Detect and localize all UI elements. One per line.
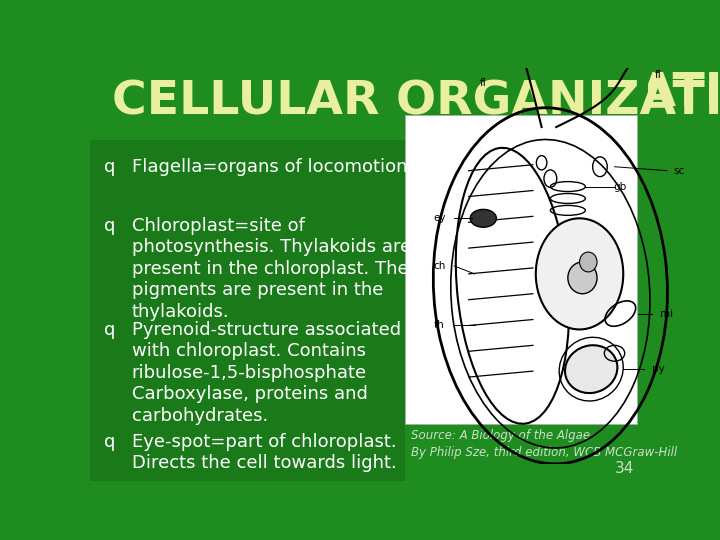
Text: ch: ch bbox=[433, 261, 446, 271]
Text: py: py bbox=[652, 364, 665, 374]
Text: mi: mi bbox=[660, 308, 674, 319]
FancyBboxPatch shape bbox=[90, 65, 405, 481]
Text: fl: fl bbox=[655, 70, 662, 80]
Text: nu: nu bbox=[570, 269, 583, 279]
Text: q: q bbox=[104, 321, 115, 339]
Text: Source: A Biology of the Algae
By Philip Sze, third edition, WCB MCGraw-Hill: Source: A Biology of the Algae By Philip… bbox=[411, 429, 677, 458]
Text: CELLULAR ORGANIZATION: CELLULAR ORGANIZATION bbox=[112, 71, 720, 117]
Text: q: q bbox=[104, 217, 115, 234]
FancyBboxPatch shape bbox=[405, 114, 637, 424]
Text: Pyrenoid-structure associated
with chloroplast. Contains
ribulose-1,5-bisphospha: Pyrenoid-structure associated with chlor… bbox=[132, 321, 401, 424]
Text: q: q bbox=[104, 433, 115, 451]
Text: ey: ey bbox=[433, 213, 446, 224]
Text: fl: fl bbox=[480, 78, 487, 89]
Ellipse shape bbox=[470, 210, 496, 227]
Text: CELLULAR ORGANIZATION: CELLULAR ORGANIZATION bbox=[112, 80, 720, 125]
Ellipse shape bbox=[568, 262, 597, 294]
Ellipse shape bbox=[536, 218, 624, 329]
Text: Chloroplast=site of
photosynthesis. Thylakoids are
present in the chloroplast. T: Chloroplast=site of photosynthesis. Thyl… bbox=[132, 217, 411, 321]
Text: gb: gb bbox=[613, 181, 627, 192]
Text: Flagella=organs of locomotion.: Flagella=organs of locomotion. bbox=[132, 158, 413, 177]
Text: th: th bbox=[434, 320, 445, 330]
Text: sc: sc bbox=[673, 166, 684, 176]
FancyBboxPatch shape bbox=[90, 65, 648, 140]
Ellipse shape bbox=[580, 252, 597, 272]
Text: q: q bbox=[104, 158, 115, 177]
Text: Eye-spot=part of chloroplast.
Directs the cell towards light.: Eye-spot=part of chloroplast. Directs th… bbox=[132, 433, 397, 472]
Text: 34: 34 bbox=[615, 462, 634, 476]
Ellipse shape bbox=[565, 345, 617, 393]
